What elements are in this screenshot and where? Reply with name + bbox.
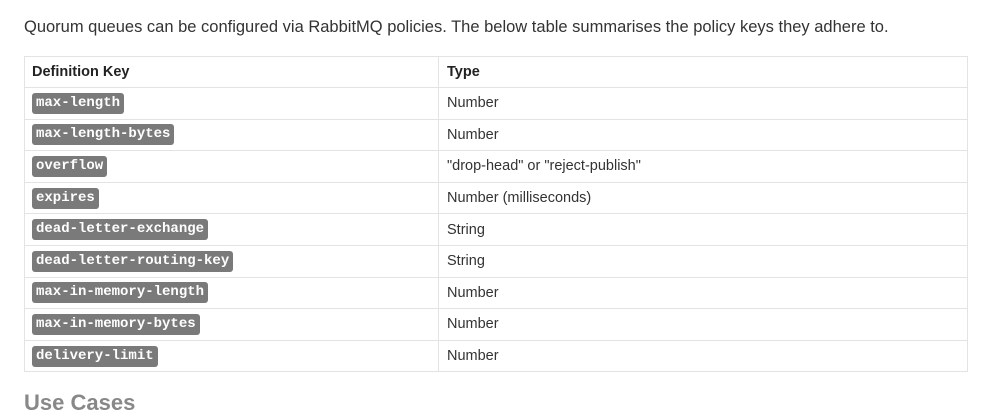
table-row: overflow "drop-head" or "reject-publish": [24, 150, 968, 183]
policy-key-code: delivery-limit: [32, 345, 158, 367]
type-cell: Number: [438, 308, 968, 341]
type-cell: String: [438, 213, 968, 246]
type-cell: String: [438, 244, 968, 278]
policy-keys-table: Definition Key Type max-length Number ma…: [24, 56, 968, 373]
table-header-row: Definition Key Type: [24, 56, 968, 88]
table-row: dead-letter-exchange String: [24, 213, 968, 246]
intro-paragraph: Quorum queues can be configured via Rabb…: [24, 18, 889, 36]
policy-key-code: dead-letter-exchange: [32, 219, 209, 241]
type-cell: Number: [438, 87, 968, 120]
definition-key-cell: expires: [24, 181, 439, 215]
table-row: dead-letter-routing-key String: [24, 244, 968, 278]
table-row: max-length-bytes Number: [24, 118, 968, 152]
table-row: delivery-limit Number: [24, 339, 968, 373]
definition-key-cell: max-in-memory-bytes: [24, 308, 439, 341]
definition-key-cell: delivery-limit: [24, 339, 439, 373]
definition-key-cell: dead-letter-routing-key: [24, 244, 439, 278]
table-row: max-length Number: [24, 87, 968, 120]
definition-key-cell: overflow: [24, 150, 439, 183]
policy-key-code: max-in-memory-bytes: [32, 313, 200, 335]
column-header-type: Type: [438, 56, 968, 88]
type-cell: Number: [438, 339, 968, 373]
policy-key-code: max-in-memory-length: [32, 282, 209, 304]
type-cell: Number (milliseconds): [438, 181, 968, 215]
policy-key-code: dead-letter-routing-key: [32, 250, 234, 272]
type-cell: Number: [438, 276, 968, 310]
column-header-definition-key: Definition Key: [24, 56, 439, 88]
policy-key-code: max-length-bytes: [32, 124, 175, 146]
policy-key-code: max-length: [32, 92, 125, 114]
policy-key-code: overflow: [32, 155, 108, 177]
table-row: max-in-memory-length Number: [24, 276, 968, 310]
type-cell: Number: [438, 118, 968, 152]
definition-key-cell: max-length: [24, 87, 439, 120]
definition-key-cell: max-in-memory-length: [24, 276, 439, 310]
policy-key-code: expires: [32, 187, 99, 209]
definition-key-cell: max-length-bytes: [24, 118, 439, 152]
type-cell: "drop-head" or "reject-publish": [438, 150, 968, 183]
section-heading-use-cases: Use Cases: [24, 390, 136, 415]
definition-key-cell: dead-letter-exchange: [24, 213, 439, 246]
table-row: expires Number (milliseconds): [24, 181, 968, 215]
table-row: max-in-memory-bytes Number: [24, 308, 968, 341]
